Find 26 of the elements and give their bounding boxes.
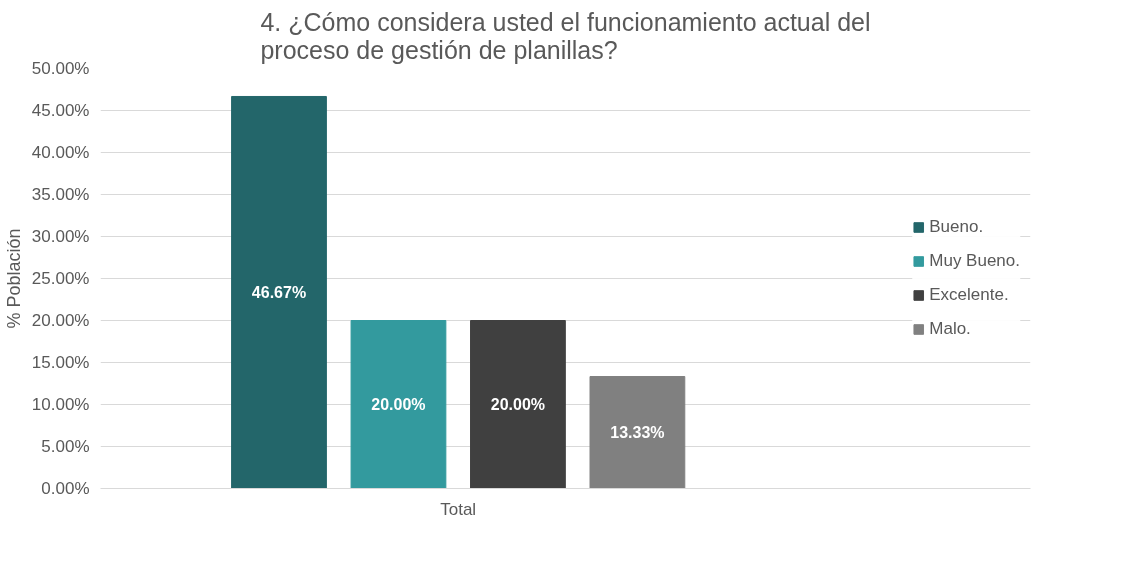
y-tick-label: 40.00%: [31, 143, 90, 162]
y-tick-label: 35.00%: [31, 185, 90, 204]
bar: [350, 320, 447, 489]
y-axis-title: % Población: [3, 228, 24, 329]
bar: [589, 376, 686, 489]
y-tick-label: 15.00%: [31, 353, 90, 372]
y-tick-label: 30.00%: [31, 227, 90, 246]
legend-label: Muy Bueno.: [929, 251, 1020, 271]
y-tick-label: 45.00%: [31, 101, 90, 120]
legend-label: Bueno.: [929, 217, 984, 237]
y-tick-label: 0.00%: [41, 479, 90, 498]
data-label: 20.00%: [371, 396, 426, 413]
y-tick-label: 20.00%: [31, 311, 90, 330]
chart-title: 4. ¿Cómo considera usted el funcionamiento actual del proceso de gestión de planillas?: [260, 7, 871, 64]
y-tick-label: 25.00%: [31, 269, 90, 288]
y-tick-label: 50.00%: [31, 59, 90, 78]
legend-label: Malo.: [929, 319, 971, 339]
data-label: 20.00%: [490, 396, 546, 413]
bar: [470, 320, 566, 489]
data-label: 13.33%: [610, 424, 665, 442]
x-tick-label: Total: [440, 499, 477, 519]
data-label: 46.67%: [251, 283, 307, 301]
y-tick-label: 5.00%: [41, 437, 90, 456]
y-tick-label: 10.00%: [31, 395, 90, 414]
legend-label: Excelente.: [929, 285, 1009, 305]
bar: [231, 95, 327, 489]
